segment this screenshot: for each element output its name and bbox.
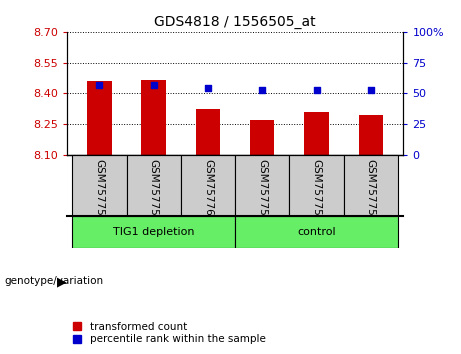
Bar (235, 216, 398, 248)
Text: TIG1 depletion: TIG1 depletion (113, 227, 195, 237)
Bar (196, 109, 220, 155)
Bar (290, 155, 343, 216)
Text: GSM757756: GSM757756 (312, 159, 321, 223)
Point (96, 82, 103, 87)
Point (367, 87, 374, 92)
Text: ▶: ▶ (57, 275, 66, 288)
Bar (127, 155, 181, 216)
Bar (304, 112, 329, 155)
Point (313, 87, 320, 92)
Bar (359, 115, 383, 155)
Text: GSM757755: GSM757755 (257, 159, 267, 223)
Bar (142, 80, 166, 155)
Bar (72, 155, 127, 216)
Text: GSM757758: GSM757758 (95, 159, 104, 223)
Text: GSM757759: GSM757759 (149, 159, 159, 223)
Bar (235, 155, 290, 216)
Bar (250, 120, 274, 155)
Bar (343, 155, 398, 216)
Point (150, 82, 157, 87)
Text: control: control (297, 227, 336, 237)
Text: genotype/variation: genotype/variation (5, 276, 104, 286)
Text: GSM757757: GSM757757 (366, 159, 376, 223)
Bar (181, 155, 235, 216)
Point (204, 85, 212, 91)
Title: GDS4818 / 1556505_at: GDS4818 / 1556505_at (154, 16, 316, 29)
Bar (87, 81, 112, 155)
Legend: transformed count, percentile rank within the sample: transformed count, percentile rank withi… (72, 321, 266, 345)
Point (259, 87, 266, 92)
Bar (72, 216, 235, 248)
Text: GSM757760: GSM757760 (203, 159, 213, 223)
